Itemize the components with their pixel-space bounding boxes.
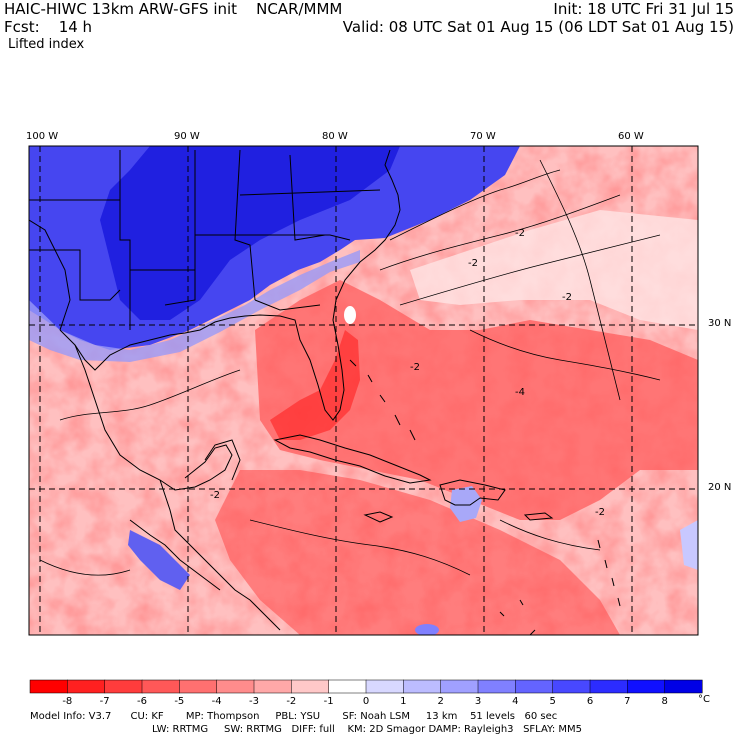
colorbar-swatch bbox=[365, 679, 404, 694]
stable-patch-east bbox=[680, 520, 698, 570]
colorbar-swatch bbox=[29, 679, 68, 694]
colorbar-tick-label: -8 bbox=[62, 696, 73, 707]
lat-label-30n: 30 N bbox=[708, 318, 732, 329]
colorbar-tick-label: -1 bbox=[323, 696, 334, 707]
colorbar-tick-label: 1 bbox=[400, 696, 407, 707]
forecast-hour: Fcst: 14 h bbox=[4, 18, 93, 36]
colorbar-tick-label: 4 bbox=[512, 696, 519, 707]
contour-label: -2 bbox=[515, 228, 525, 239]
colorbar-tick-label: -4 bbox=[211, 696, 222, 707]
model-info-line1: Model Info: V3.7 CU: KF MP: Thompson PBL… bbox=[30, 711, 558, 722]
colorbar-swatch bbox=[179, 679, 218, 694]
init-time: Init: 18 UTC Fri 31 Jul 15 bbox=[553, 0, 734, 18]
colorbar-tick-label: 3 bbox=[474, 696, 482, 707]
colorbar-tick-label: 7 bbox=[624, 696, 631, 707]
contour-label: -4 bbox=[515, 387, 525, 398]
colorbar-swatch bbox=[664, 679, 703, 694]
southern-instability-region bbox=[215, 470, 620, 635]
colorbar-swatch bbox=[440, 679, 479, 694]
contour-label: -2 bbox=[562, 292, 572, 303]
colorbar-swatch bbox=[67, 679, 106, 694]
lon-label-60w: 60 W bbox=[618, 131, 644, 142]
model-title: HAIC-HIWC 13km ARW-GFS init NCAR/MMM bbox=[4, 0, 343, 18]
colorbar-swatch bbox=[589, 679, 628, 694]
colorbar bbox=[29, 679, 703, 694]
colorbar-swatch bbox=[104, 679, 143, 694]
colorbar-swatch bbox=[328, 679, 367, 694]
colorbar-unit: °C bbox=[698, 694, 710, 705]
colorbar-swatch bbox=[216, 679, 255, 694]
stable-patch-caribbean bbox=[415, 624, 439, 635]
contour-label: -2 bbox=[468, 258, 478, 269]
colorbar-tick-label: 8 bbox=[661, 696, 668, 707]
contour-label: -2 bbox=[595, 507, 605, 518]
lon-label-90w: 90 W bbox=[174, 131, 200, 142]
stable-patch-central-america bbox=[128, 530, 190, 590]
lon-label-100w: 100 W bbox=[26, 131, 59, 142]
colorbar-swatch bbox=[141, 679, 180, 694]
lon-label-70w: 70 W bbox=[470, 131, 496, 142]
map-frame bbox=[28, 145, 699, 636]
colorbar-swatch bbox=[552, 679, 591, 694]
contour-label: -2 bbox=[410, 362, 420, 373]
contour-lines bbox=[39, 159, 661, 576]
colorbar-tick-label: -7 bbox=[99, 696, 110, 707]
valid-time: Valid: 08 UTC Sat 01 Aug 15 (06 LDT Sat … bbox=[342, 18, 734, 36]
core-instability-region bbox=[270, 330, 360, 440]
colorbar-tick-label: -5 bbox=[174, 696, 185, 707]
colorbar-tick-label: 2 bbox=[437, 696, 444, 707]
stable-fringe-region bbox=[29, 250, 360, 362]
colorbar-swatch bbox=[253, 679, 292, 694]
colorbar-swatch bbox=[403, 679, 442, 694]
strong-instability-region bbox=[255, 280, 698, 520]
lon-label-80w: 80 W bbox=[322, 131, 348, 142]
contour-label: -2 bbox=[210, 490, 220, 501]
colorbar-swatch bbox=[291, 679, 330, 694]
pale-atlantic-region bbox=[410, 210, 698, 330]
colorbar-tick-label: 5 bbox=[549, 696, 556, 707]
lat-lon-grid bbox=[29, 146, 698, 635]
field-name: Lifted index bbox=[8, 37, 85, 52]
stable-core-region bbox=[100, 146, 400, 320]
stable-patch-florida bbox=[344, 306, 356, 324]
colorbar-swatch bbox=[477, 679, 516, 694]
coastlines bbox=[29, 149, 621, 635]
lat-label-20n: 20 N bbox=[708, 482, 732, 493]
colorbar-tick-label: 0 bbox=[362, 696, 370, 707]
colorbar-swatch bbox=[515, 679, 554, 694]
stable-patch-hispaniola bbox=[450, 486, 482, 522]
colorbar-swatch bbox=[627, 679, 666, 694]
colorbar-tick-label: -2 bbox=[286, 696, 297, 707]
model-info-line2: LW: RRTMG SW: RRTMG DIFF: full KM: 2D Sm… bbox=[152, 724, 582, 735]
colorbar-tick-label: -6 bbox=[137, 696, 147, 707]
colorbar-tick-label: 6 bbox=[586, 696, 594, 707]
colorbar-tick-label: -3 bbox=[249, 696, 259, 707]
